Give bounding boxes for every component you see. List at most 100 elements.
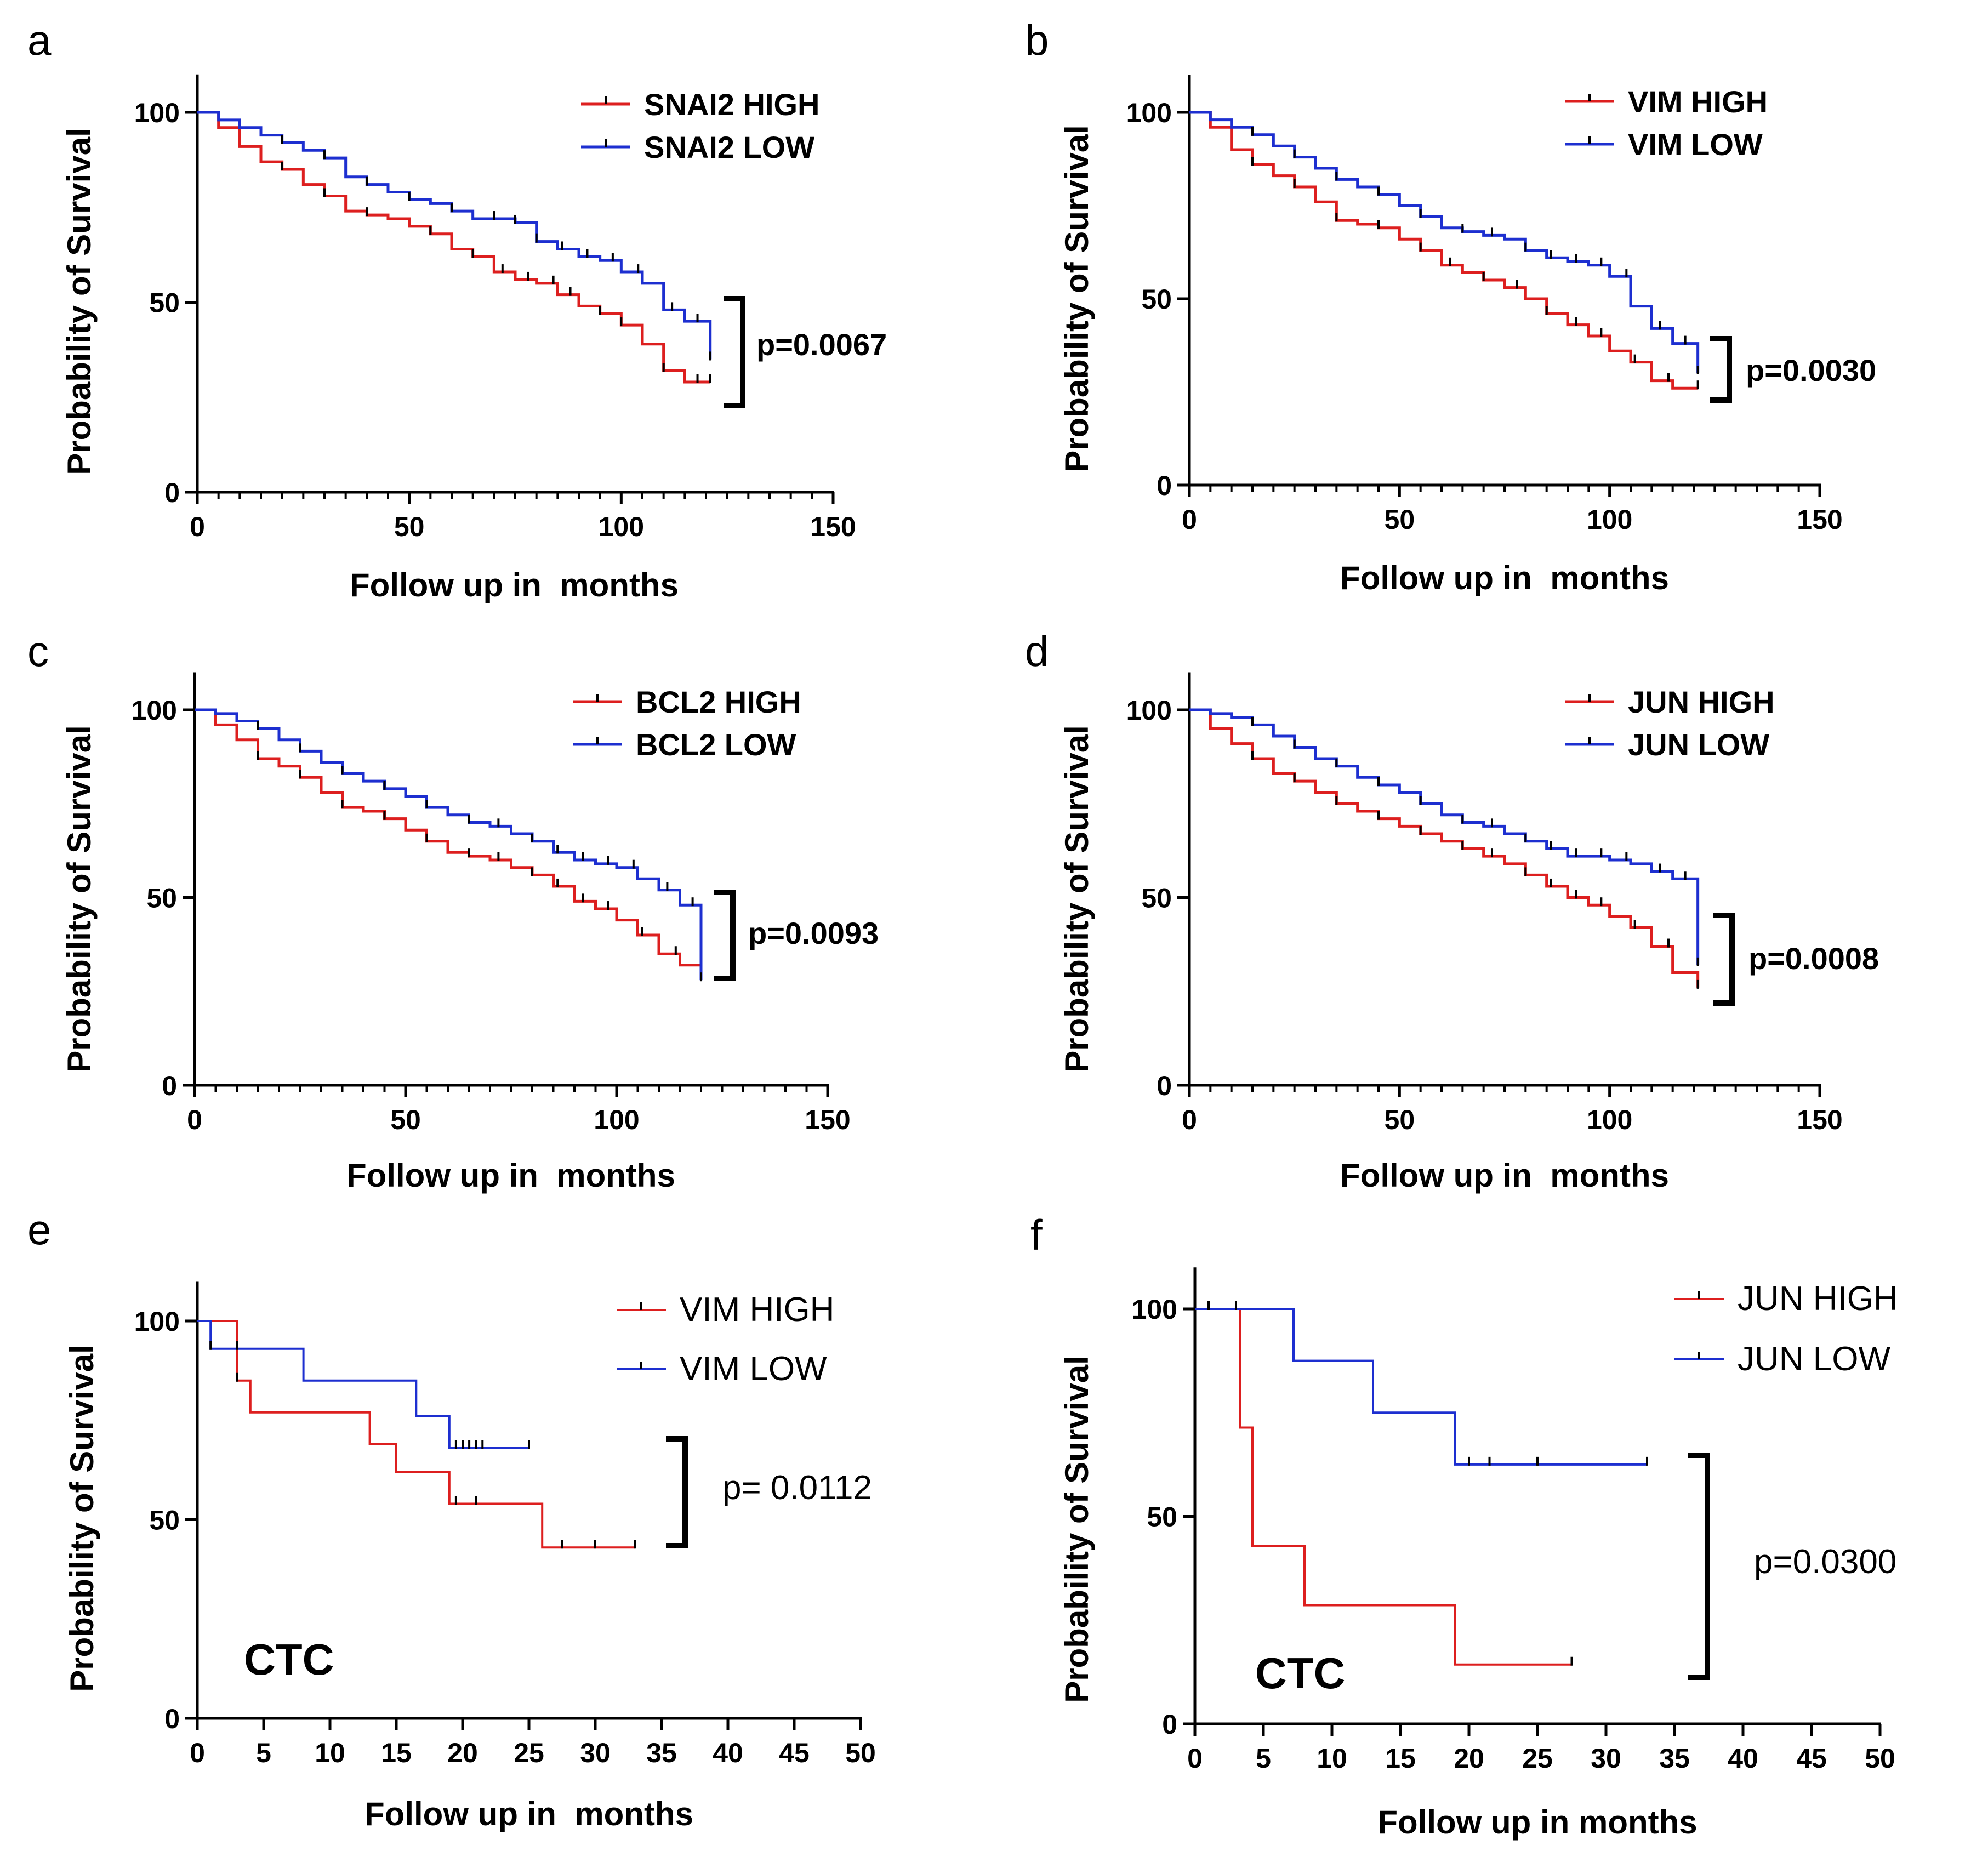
y-tick-label: 50 xyxy=(149,1505,180,1536)
x-axis-title: Follow up in months xyxy=(1340,1157,1669,1194)
x-tick-label: 0 xyxy=(187,1104,202,1135)
x-tick-label: 100 xyxy=(594,1104,639,1135)
x-tick-label: 15 xyxy=(1385,1743,1416,1774)
x-tick-label: 150 xyxy=(1797,504,1842,535)
significance-bracket xyxy=(666,1436,688,1548)
p-value-label: p=0.0300 xyxy=(1754,1543,1896,1581)
y-tick-label: 0 xyxy=(1157,470,1172,501)
significance-bracket xyxy=(714,890,736,981)
x-tick-label: 50 xyxy=(845,1738,876,1768)
x-tick-label: 45 xyxy=(1796,1743,1827,1774)
x-tick-label: 45 xyxy=(779,1738,810,1768)
panel-letter: d xyxy=(1025,627,1049,675)
y-tick-label: 0 xyxy=(164,1704,180,1734)
y-tick-label: 100 xyxy=(134,1306,180,1337)
x-tick-label: 20 xyxy=(1454,1743,1484,1774)
x-tick-label: 10 xyxy=(1317,1743,1347,1774)
x-tick-label: 35 xyxy=(1659,1743,1690,1774)
x-tick-label: 20 xyxy=(447,1738,478,1768)
significance-bracket xyxy=(1713,913,1735,1006)
x-tick-label: 30 xyxy=(1591,1743,1621,1774)
legend-label: JUN LOW xyxy=(1738,1340,1890,1378)
legend-label: BCL2 HIGH xyxy=(636,685,801,719)
panel-letter: b xyxy=(1025,16,1049,64)
x-tick-label: 15 xyxy=(381,1738,412,1768)
legend-label: JUN HIGH xyxy=(1738,1280,1898,1318)
x-tick-label: 0 xyxy=(1182,1104,1197,1135)
series-line-high xyxy=(197,111,710,384)
x-axis-title: Follow up in months xyxy=(1377,1804,1697,1841)
p-value-label: p= 0.0112 xyxy=(722,1469,872,1507)
series-line-low xyxy=(1189,111,1700,373)
significance-bracket xyxy=(1688,1453,1710,1680)
x-tick-label: 40 xyxy=(1728,1743,1758,1774)
series-line-low xyxy=(195,708,703,981)
ctc-annotation: CTC xyxy=(1255,1649,1345,1698)
x-tick-label: 150 xyxy=(1797,1104,1842,1135)
y-tick-label: 100 xyxy=(1126,98,1172,128)
x-tick-label: 150 xyxy=(805,1104,850,1135)
series-line-high xyxy=(195,708,703,973)
y-axis-title: Probability of Survival xyxy=(1058,125,1095,472)
y-tick-label: 50 xyxy=(1141,883,1172,914)
x-tick-label: 0 xyxy=(190,1738,205,1768)
panel-e: e 0 50 100 0 5 10 15 20 25 30 35 40 45 50 Follow up in … xyxy=(27,1205,876,1832)
legend-label: BCL2 LOW xyxy=(636,727,796,762)
y-tick-label: 50 xyxy=(1141,284,1172,315)
x-tick-label: 30 xyxy=(580,1738,611,1768)
x-axis-title: Follow up in months xyxy=(350,567,679,603)
panel-b: b 0 50 100 0 50 100 150 Follow up in months Proba… xyxy=(1025,16,1876,596)
y-tick-label: 0 xyxy=(162,1070,177,1101)
legend-label: VIM HIGH xyxy=(1628,84,1768,119)
x-tick-label: 100 xyxy=(1587,1104,1632,1135)
x-tick-label: 50 xyxy=(1385,1104,1415,1135)
significance-bracket xyxy=(724,296,745,408)
panel-d: d 0 50 100 0 50 100 150 Follow up in months Proba… xyxy=(1025,627,1879,1194)
x-tick-label: 50 xyxy=(390,1104,421,1135)
panel-letter: f xyxy=(1030,1211,1043,1259)
panel-letter: e xyxy=(27,1205,51,1254)
y-axis-title: Probability of Survival xyxy=(1058,725,1095,1073)
legend-label: JUN LOW xyxy=(1628,727,1769,762)
legend-label: SNAI2 LOW xyxy=(644,130,814,164)
panel-a: a 0 50 100 0 50 100 150 Follow up in months Proba… xyxy=(27,16,887,603)
series-line-high xyxy=(1189,708,1700,988)
p-value-label: p=0.0067 xyxy=(756,327,887,362)
y-tick-label: 100 xyxy=(132,695,177,726)
x-tick-label: 35 xyxy=(646,1738,677,1768)
y-axis-title: Probability of Survival xyxy=(64,1345,100,1692)
x-axis-title: Follow up in months xyxy=(346,1157,675,1194)
legend-label: SNAI2 HIGH xyxy=(644,87,820,122)
series-line-high xyxy=(1189,111,1698,390)
x-axis-title: Follow up in months xyxy=(1340,560,1669,596)
x-tick-label: 25 xyxy=(1522,1743,1553,1774)
legend-label: VIM LOW xyxy=(1628,127,1763,162)
y-tick-label: 0 xyxy=(164,477,180,508)
p-value-label: p=0.0008 xyxy=(1748,941,1879,976)
x-tick-label: 40 xyxy=(713,1738,743,1768)
series-line-low xyxy=(1195,1308,1647,1466)
legend-label: VIM LOW xyxy=(680,1350,827,1388)
y-tick-label: 100 xyxy=(1132,1294,1177,1325)
y-axis-title: Probability of Survival xyxy=(61,128,98,475)
x-tick-label: 50 xyxy=(1385,504,1415,535)
y-tick-label: 0 xyxy=(1162,1709,1177,1740)
x-tick-label: 150 xyxy=(810,511,856,542)
legend-label: JUN HIGH xyxy=(1628,685,1775,719)
y-tick-label: 50 xyxy=(149,288,180,318)
legend-label: VIM HIGH xyxy=(680,1291,834,1329)
x-tick-label: 5 xyxy=(1256,1743,1271,1774)
x-axis-title: Follow up in months xyxy=(364,1796,693,1832)
x-tick-label: 100 xyxy=(599,511,644,542)
series-line-high xyxy=(197,1320,635,1549)
y-axis-title: Probability of Survival xyxy=(61,725,98,1073)
x-tick-label: 50 xyxy=(1865,1743,1895,1774)
series-line-high xyxy=(1195,1308,1572,1666)
series-line-low xyxy=(1189,708,1700,965)
p-value-label: p=0.0030 xyxy=(1746,353,1876,388)
x-tick-label: 5 xyxy=(256,1738,271,1768)
x-tick-label: 25 xyxy=(514,1738,544,1768)
y-tick-label: 50 xyxy=(146,883,177,914)
y-tick-label: 100 xyxy=(1126,695,1172,726)
x-tick-label: 0 xyxy=(1182,504,1197,535)
